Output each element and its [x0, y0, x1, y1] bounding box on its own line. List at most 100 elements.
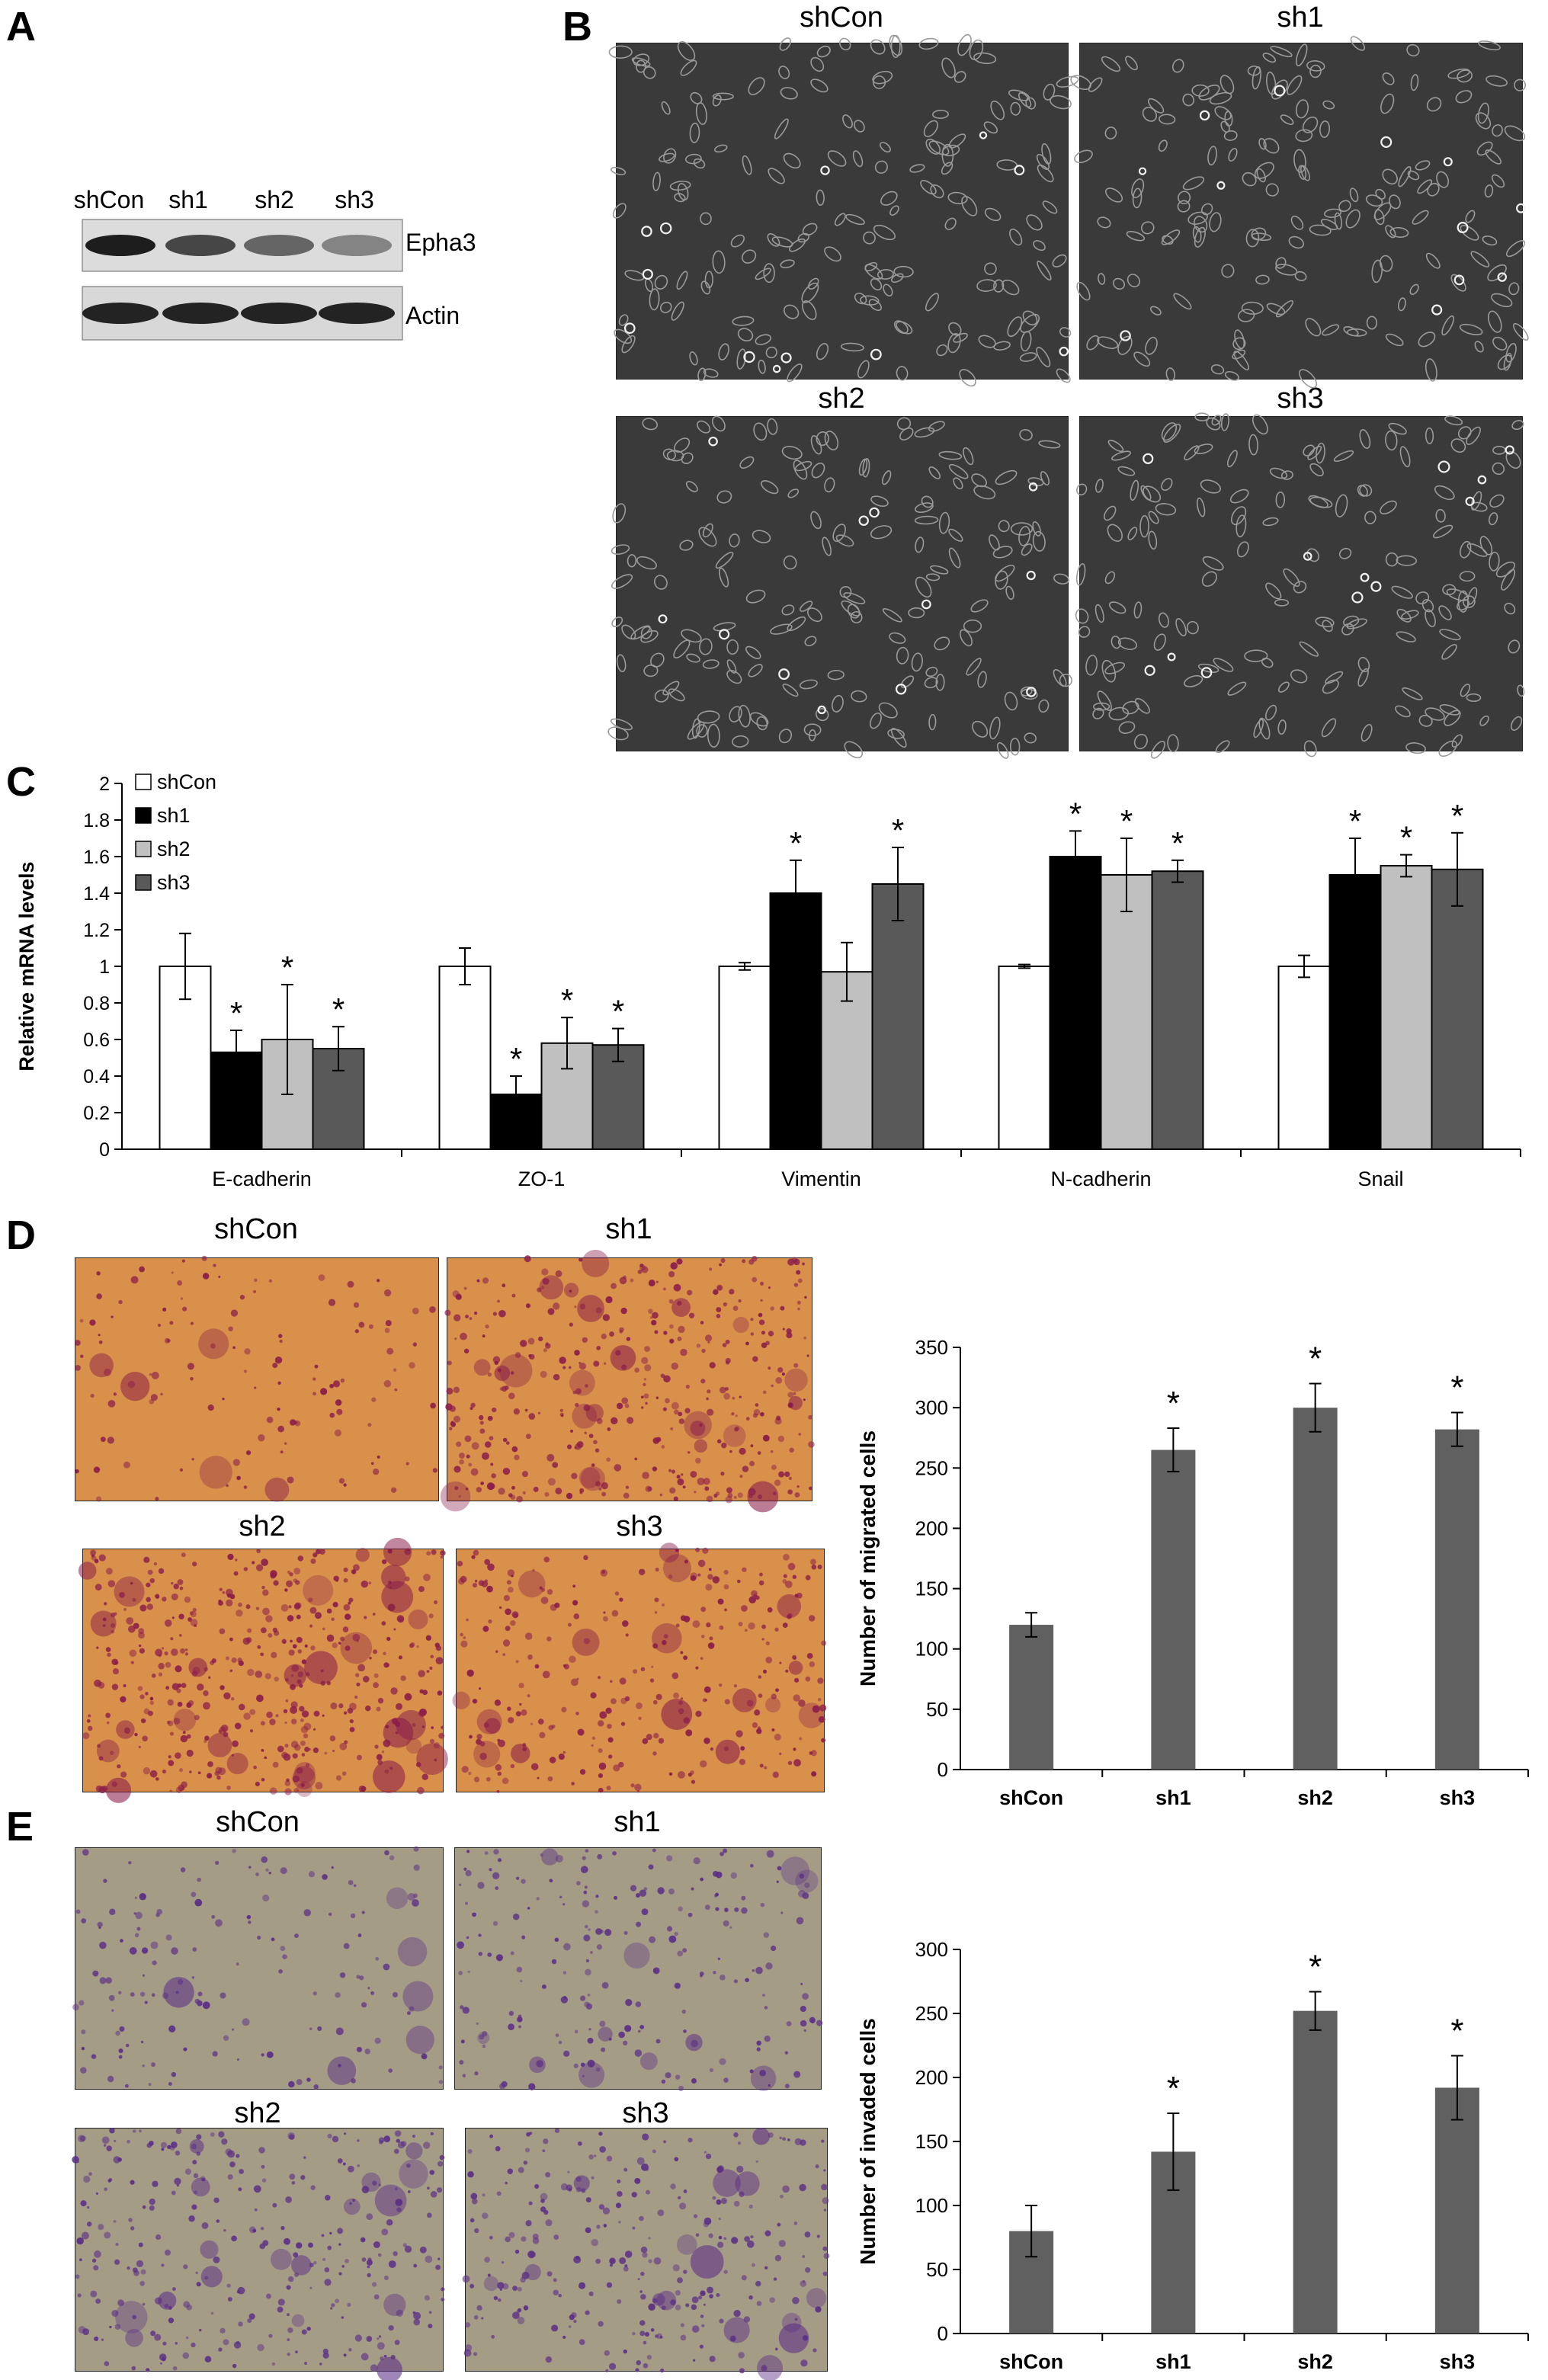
cell-outline	[1492, 336, 1508, 351]
stained-cell	[554, 1937, 559, 1943]
stained-cell	[437, 2257, 441, 2260]
stained-cell	[404, 1576, 410, 1582]
stained-cell	[278, 1334, 283, 1338]
cell-outline	[1251, 227, 1267, 241]
stained-cell	[418, 1586, 425, 1593]
stained-cell	[687, 2138, 693, 2143]
stained-cell	[132, 1597, 136, 1602]
cell-outline	[915, 576, 932, 598]
stained-cell	[777, 2222, 781, 2227]
cell-outline	[877, 269, 894, 280]
stained-cell	[582, 1856, 586, 1860]
stained-cell	[412, 2135, 416, 2138]
cell-cluster	[690, 1421, 706, 1437]
stained-cell	[786, 2021, 792, 2026]
cell-cluster	[271, 2248, 292, 2270]
stained-cell	[599, 1711, 607, 1719]
bar-sh3	[1434, 1429, 1479, 1770]
stained-cell	[784, 1471, 790, 1478]
stained-cell	[797, 1307, 800, 1311]
stained-cell	[388, 2068, 393, 2073]
stained-cell	[357, 2164, 360, 2167]
cell-outline	[674, 193, 686, 203]
stained-cell	[488, 1619, 492, 1624]
cell-outline	[1325, 671, 1344, 684]
stained-cell	[396, 2207, 402, 2212]
stained-cell	[357, 1664, 366, 1672]
stained-cell	[741, 1895, 746, 1901]
stained-cell	[192, 1562, 197, 1567]
stained-cell	[81, 1918, 87, 1924]
cell-outline	[1290, 215, 1304, 230]
stained-cell	[713, 1894, 718, 1898]
stained-cell	[562, 1971, 567, 1975]
stained-cell	[106, 1721, 110, 1725]
stained-cell	[117, 2157, 122, 2162]
stained-cell	[158, 1662, 165, 1670]
rounded-cell	[1497, 272, 1507, 282]
stained-cell	[719, 1263, 722, 1267]
stained-cell	[75, 1340, 81, 1346]
stained-cell	[598, 1787, 604, 1793]
cell-outline	[1439, 629, 1461, 641]
stained-cell	[117, 2299, 124, 2306]
stained-cell	[248, 2313, 255, 2320]
stained-cell	[372, 1613, 376, 1616]
stained-cell	[169, 1321, 174, 1325]
cell-outline	[891, 273, 904, 283]
cell-outline	[1277, 681, 1290, 693]
stained-cell	[332, 1601, 338, 1608]
cell-outline	[697, 367, 707, 382]
stained-cell	[510, 1620, 516, 1626]
stained-cell	[184, 2168, 192, 2175]
stained-cell	[584, 2001, 590, 2007]
stained-cell	[167, 1699, 174, 1706]
stained-cell	[130, 1581, 133, 1585]
stained-cell	[335, 2298, 340, 2304]
stained-cell	[284, 1722, 287, 1725]
stained-cell	[668, 1772, 673, 1776]
stained-cell	[555, 1854, 563, 1863]
stained-cell	[703, 2303, 706, 2306]
stained-cell	[700, 2290, 706, 2296]
cell-cluster	[777, 1594, 802, 1619]
rounded-cell	[1167, 652, 1176, 661]
stained-cell	[77, 2135, 85, 2143]
stained-cell	[805, 2266, 811, 2273]
stained-cell	[617, 2298, 622, 2305]
stained-cell	[680, 1473, 684, 1476]
stained-cell	[707, 1389, 711, 1394]
stained-cell	[257, 2343, 264, 2352]
stained-cell	[441, 2298, 445, 2302]
stained-cell	[348, 1880, 354, 1885]
stained-cell	[100, 1437, 106, 1443]
cell-outline	[1455, 90, 1473, 104]
cell-cluster	[580, 1466, 605, 1491]
stained-cell	[743, 2316, 751, 2323]
category-label: N-cadherin	[1050, 1168, 1151, 1190]
stained-cell	[732, 1305, 739, 1312]
cell-cluster	[291, 2255, 312, 2276]
cell-outline	[1270, 46, 1293, 58]
stained-cell	[495, 1954, 503, 1962]
cell-outline	[780, 259, 795, 269]
stained-cell	[583, 1638, 591, 1645]
cell-outline	[614, 328, 633, 344]
stained-cell	[191, 2204, 197, 2210]
cell-outline	[1104, 571, 1116, 585]
stained-cell	[143, 1767, 151, 1775]
stained-cell	[738, 2351, 745, 2359]
cell-outline	[1200, 479, 1221, 494]
bar-sh1	[1328, 874, 1382, 1150]
stained-cell	[155, 1497, 159, 1501]
stained-cell	[703, 2151, 707, 2154]
stained-cell	[309, 2027, 312, 2031]
stained-cell	[155, 1777, 159, 1781]
stained-cell	[459, 1459, 464, 1465]
stained-cell	[107, 1437, 114, 1444]
stained-cell	[370, 1462, 374, 1465]
cell-outline	[1241, 301, 1264, 315]
cell-outline	[1132, 187, 1143, 209]
cell-outline	[811, 463, 825, 479]
stained-cell	[223, 2228, 226, 2232]
